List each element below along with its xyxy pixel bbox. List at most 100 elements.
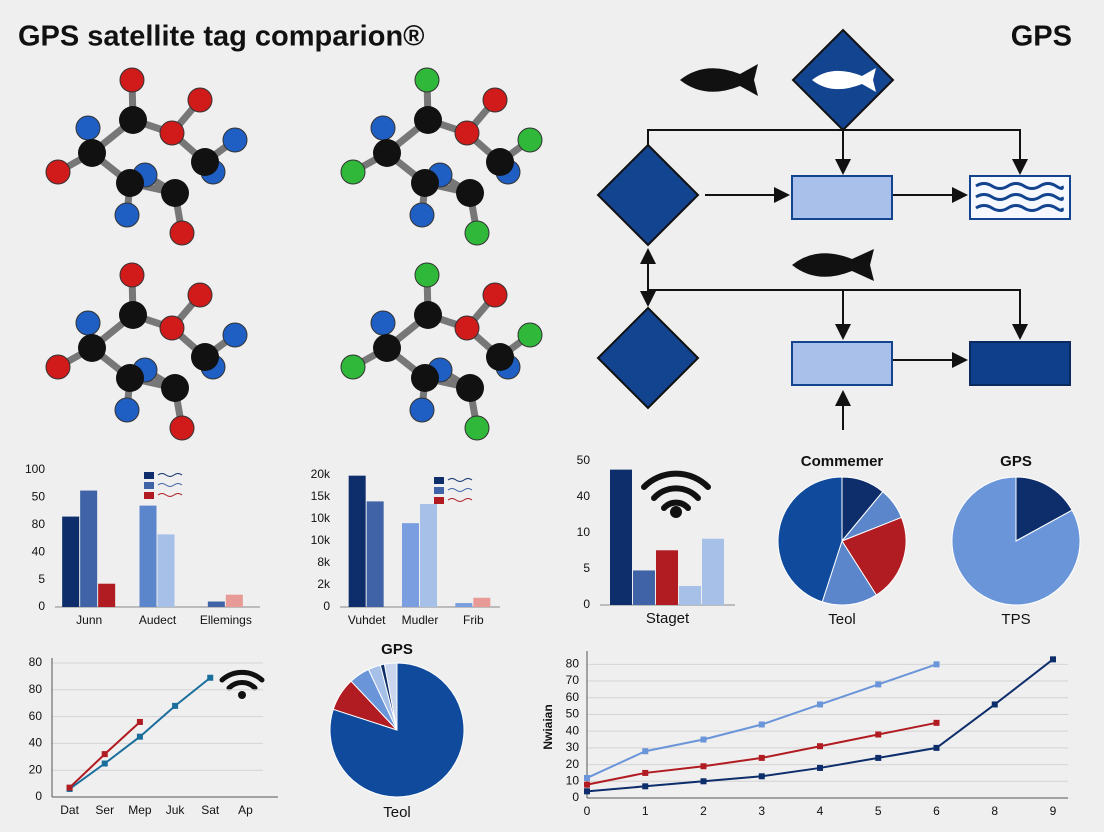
marker	[700, 736, 707, 743]
y-tick-label: 80	[29, 655, 43, 669]
y-tick-label: 10	[566, 773, 580, 787]
marker	[66, 784, 73, 791]
atom	[414, 67, 440, 93]
atom	[119, 106, 147, 134]
y-tick-label: 40	[32, 544, 46, 558]
process-box	[791, 175, 893, 220]
atom	[159, 120, 185, 146]
atom	[191, 148, 219, 176]
marker	[700, 763, 707, 770]
molecules	[45, 67, 543, 441]
marker	[933, 719, 940, 726]
page-title: GPS satellite tag comparion®	[18, 21, 425, 53]
x-tick-label: 6	[933, 804, 940, 818]
atom	[114, 397, 140, 423]
x-tick-label: Vuhdet	[348, 613, 386, 627]
legend-swatch	[144, 482, 154, 489]
marker	[817, 701, 823, 708]
bar	[402, 523, 419, 607]
pie-label: TPS	[1001, 611, 1030, 628]
x-tick-label: Staget	[646, 610, 690, 627]
atom	[45, 354, 71, 380]
legend-swatch	[434, 497, 444, 504]
y-tick-label: 10	[577, 525, 591, 539]
pie-slice	[821, 539, 877, 606]
legend-line	[157, 483, 183, 487]
y-tick-label: 80	[29, 682, 43, 696]
marker	[642, 783, 649, 790]
wifi-icon	[219, 669, 265, 699]
y-tick-label: 10k	[311, 533, 331, 547]
y-tick-label: 2k	[317, 577, 331, 591]
atom	[191, 343, 219, 371]
marker	[875, 754, 882, 761]
y-tick-label: 60	[566, 690, 580, 704]
pie-slice	[777, 476, 843, 603]
atom	[454, 315, 480, 341]
pie-slice	[951, 476, 1081, 606]
atom	[75, 115, 101, 141]
atom	[454, 120, 480, 146]
bar	[139, 505, 157, 607]
atom	[482, 87, 508, 113]
y-tick-label: 50	[577, 453, 591, 467]
y-tick-label: 70	[566, 673, 580, 687]
bar	[679, 585, 701, 605]
x-tick-label: 4	[817, 804, 824, 818]
y-tick-label: 8k	[317, 555, 331, 569]
y-tick-label: 20k	[311, 467, 331, 481]
y-tick-label: 40	[566, 723, 580, 737]
marker	[700, 778, 707, 785]
atom	[222, 322, 248, 348]
x-tick-label: 9	[1050, 804, 1057, 818]
marker	[136, 718, 143, 725]
x-tick-label: Ser	[95, 803, 114, 817]
legend-line	[447, 488, 473, 492]
y-tick-label: 20	[566, 757, 580, 771]
x-tick-label: 0	[584, 804, 591, 818]
y-tick-label: 50	[32, 490, 46, 504]
x-tick-label: Sat	[201, 803, 220, 817]
atom	[409, 202, 435, 228]
pie-label: Teol	[828, 611, 856, 628]
fish-icon	[792, 249, 874, 281]
atom	[517, 127, 543, 153]
pie-label: Teol	[383, 804, 411, 821]
atom	[119, 67, 145, 93]
marker	[817, 764, 823, 771]
legend-line	[447, 478, 473, 482]
bar	[62, 516, 80, 607]
atom	[464, 220, 490, 246]
atom	[161, 179, 189, 207]
bar	[225, 594, 243, 607]
x-tick-label: Audect	[139, 613, 177, 627]
y-tick-label: 0	[38, 599, 45, 613]
waves	[975, 182, 1064, 212]
x-tick-label: Frib	[463, 613, 484, 627]
atom	[78, 139, 106, 167]
diamond	[596, 306, 700, 410]
x-tick-label: Juk	[166, 803, 186, 817]
y-tick-label: 10k	[311, 511, 331, 525]
atom	[159, 315, 185, 341]
bar	[633, 570, 655, 605]
bar	[610, 469, 632, 605]
atom	[119, 262, 145, 288]
x-tick-label: Dat	[60, 803, 79, 817]
atom	[75, 310, 101, 336]
atom	[45, 159, 71, 185]
atom	[486, 148, 514, 176]
atom	[116, 169, 144, 197]
atom	[187, 87, 213, 113]
y-tick-label: 5	[583, 561, 590, 575]
x-tick-label: Ellemings	[200, 613, 252, 627]
marker	[991, 701, 998, 708]
y-tick-label: 100	[25, 462, 45, 476]
atom	[411, 169, 439, 197]
bar	[473, 597, 491, 607]
y-tick-label: 0	[583, 597, 590, 611]
pie-slice	[383, 662, 398, 731]
atom	[169, 415, 195, 441]
legend-swatch	[434, 477, 444, 484]
atom	[414, 301, 442, 329]
